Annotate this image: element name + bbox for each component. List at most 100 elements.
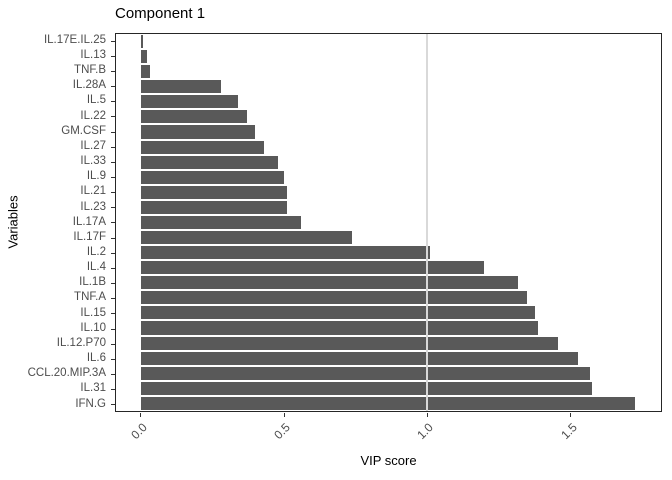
bar — [141, 155, 279, 169]
reference-line — [425, 34, 428, 411]
y-axis-row: IL.33 — [0, 154, 115, 169]
y-tick-mark — [111, 101, 115, 103]
y-axis: IL.17E.IL.25 IL.13 TNF.B IL.28A IL.5 IL.22 GM.… — [0, 33, 115, 412]
y-tick-mark — [111, 374, 115, 376]
y-tick-label: IL.22 — [80, 109, 106, 122]
x-tick-label: 1.0 — [414, 420, 437, 442]
y-tick-mark — [111, 116, 115, 118]
y-tick-mark — [111, 252, 115, 254]
bar-row — [116, 200, 661, 215]
y-tick-mark — [111, 40, 115, 42]
bar-row — [116, 170, 661, 185]
bar — [141, 80, 222, 94]
bar — [141, 125, 256, 139]
bar-row — [116, 64, 661, 79]
bar-row — [116, 275, 661, 290]
bar-row — [116, 34, 661, 49]
y-tick-label: TNF.A — [74, 291, 106, 304]
x-tick-label: 0.0 — [127, 420, 150, 442]
y-tick-mark — [111, 222, 115, 224]
y-axis-row: IL.17A — [0, 215, 115, 230]
y-tick-mark — [111, 313, 115, 315]
bar-row — [116, 366, 661, 381]
y-axis-row: IL.2 — [0, 245, 115, 260]
y-tick-label: IL.13 — [80, 48, 106, 61]
bar — [141, 200, 287, 214]
y-tick-label: IL.9 — [86, 170, 106, 183]
y-axis-row: IFN.G — [0, 397, 115, 412]
y-tick-label: IL.5 — [86, 94, 106, 107]
bar — [141, 381, 593, 395]
bar-row — [116, 320, 661, 335]
bar — [141, 351, 579, 365]
bar — [141, 366, 590, 380]
bar — [141, 140, 264, 154]
y-axis-row: IL.31 — [0, 382, 115, 397]
y-axis-row: IL.17F — [0, 230, 115, 245]
chart-title: Component 1 — [115, 5, 206, 22]
bar — [141, 95, 239, 109]
bar — [141, 65, 150, 79]
bar-row — [116, 215, 661, 230]
y-tick-mark — [111, 70, 115, 72]
y-axis-row: IL.9 — [0, 169, 115, 184]
y-tick-mark — [111, 389, 115, 391]
bar-row — [116, 290, 661, 305]
y-tick-label: IL.2 — [86, 246, 106, 259]
y-tick-label: IL.17E.IL.25 — [43, 33, 106, 46]
y-tick-mark — [111, 328, 115, 330]
y-tick-mark — [111, 146, 115, 148]
bar — [141, 321, 539, 335]
y-axis-row: IL.17E.IL.25 — [0, 33, 115, 48]
y-tick-mark — [111, 176, 115, 178]
bar-row — [116, 109, 661, 124]
y-axis-row: IL.4 — [0, 260, 115, 275]
y-tick-label: IL.15 — [80, 306, 106, 319]
bar-row — [116, 155, 661, 170]
x-tick-mark — [283, 413, 285, 417]
y-tick-mark — [111, 207, 115, 209]
x-axis-title: VIP score — [360, 453, 417, 468]
y-tick-mark — [111, 267, 115, 269]
y-tick-mark — [111, 283, 115, 285]
y-axis-row: IL.21 — [0, 185, 115, 200]
y-tick-label: IL.17F — [73, 230, 106, 243]
y-tick-label: GM.CSF — [61, 124, 106, 137]
y-tick-label: TNF.B — [74, 64, 106, 77]
bar — [141, 336, 559, 350]
bar — [141, 215, 302, 230]
y-axis-row: IL.6 — [0, 351, 115, 366]
y-axis-row: IL.27 — [0, 139, 115, 154]
bar — [141, 261, 484, 275]
y-tick-label: IL.28A — [72, 79, 106, 92]
bar-row — [116, 260, 661, 275]
y-axis-row: IL.13 — [0, 48, 115, 63]
bar-row — [116, 79, 661, 94]
x-tick-label: 1.5 — [557, 420, 580, 442]
y-axis-row: IL.15 — [0, 306, 115, 321]
y-tick-mark — [111, 192, 115, 194]
bar-row — [116, 185, 661, 200]
y-tick-mark — [111, 343, 115, 345]
y-tick-label: IL.17A — [72, 215, 106, 228]
y-axis-row: IL.22 — [0, 109, 115, 124]
y-tick-label: CCL.20.MIP.3A — [27, 367, 106, 380]
bar — [141, 185, 287, 199]
y-tick-label: IL.1B — [79, 276, 106, 289]
bar-row — [116, 336, 661, 351]
y-axis-row: IL.12.P70 — [0, 336, 115, 351]
y-tick-label: IL.12.P70 — [56, 336, 106, 349]
bar — [141, 50, 147, 64]
y-axis-row: IL.28A — [0, 78, 115, 93]
y-axis-row: IL.1B — [0, 276, 115, 291]
y-tick-label: IL.21 — [80, 185, 106, 198]
y-tick-label: IL.33 — [80, 155, 106, 168]
bar-row — [116, 396, 661, 411]
bar-row — [116, 230, 661, 245]
bar — [141, 35, 143, 49]
bar-row — [116, 245, 661, 260]
y-tick-label: IL.27 — [80, 139, 106, 152]
y-tick-label: IL.6 — [86, 352, 106, 365]
y-tick-mark — [111, 86, 115, 88]
